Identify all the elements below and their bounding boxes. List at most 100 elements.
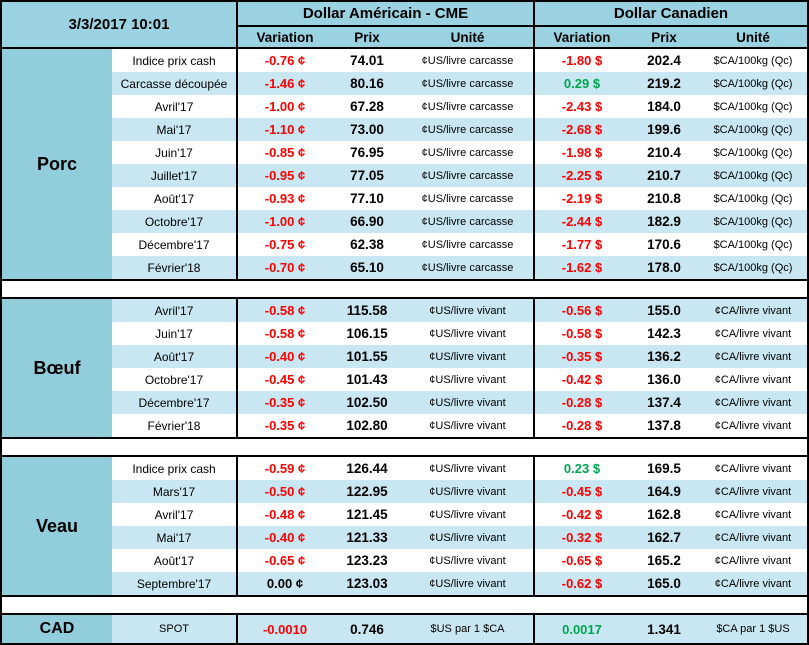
table-row: Décembre'17 -0.35 ¢ 102.50 ¢US/livre vivant… bbox=[112, 391, 807, 414]
divider bbox=[533, 457, 535, 480]
cad-price-cell: 142.3 bbox=[647, 326, 681, 341]
divider bbox=[236, 615, 238, 643]
divider bbox=[533, 233, 535, 256]
cad-unit-cell: ¢CA/livre vivant bbox=[714, 485, 792, 498]
usd-unit-cell: ¢US/livre vivant bbox=[429, 419, 506, 432]
usd-price-cell: 121.45 bbox=[346, 507, 388, 522]
usd-unit-cell: ¢US/livre carcasse bbox=[421, 261, 514, 274]
cad-header-group: Dollar Canadien Variation Prix Unité bbox=[535, 2, 807, 47]
cad-price-cell: 184.0 bbox=[647, 99, 681, 114]
divider bbox=[236, 480, 238, 503]
cad-price-cell: 169.5 bbox=[647, 461, 681, 476]
row-label: Septembre'17 bbox=[136, 576, 212, 591]
usd-price-cell: 80.16 bbox=[350, 76, 384, 91]
row-label: Juillet'17 bbox=[150, 168, 198, 183]
usd-unit-cell: ¢US/livre vivant bbox=[429, 396, 506, 409]
usd-price-cell: 67.28 bbox=[350, 99, 384, 114]
cad-usd-variation-cell: -0.0010 bbox=[262, 621, 308, 637]
cad-variation-cell: -0.28 $ bbox=[561, 418, 603, 433]
usd-unit-cell: ¢US/livre vivant bbox=[429, 531, 506, 544]
row-label: Avril'17 bbox=[154, 303, 194, 318]
usd-price-cell: 77.10 bbox=[350, 191, 384, 206]
table-row: Mai'17 -0.40 ¢ 121.33 ¢US/livre vivant -0.32… bbox=[112, 526, 807, 549]
section-label-porc: Porc bbox=[2, 49, 112, 279]
usd-price-cell: 123.03 bbox=[346, 576, 388, 591]
cad-spot-row: CAD SPOT -0.0010 0.746 $US par 1 $CA 0.0… bbox=[2, 615, 807, 643]
cad-unit-cell: ¢CA/livre vivant bbox=[714, 577, 792, 590]
usd-price-cell: 101.55 bbox=[346, 349, 388, 364]
cad-variation-cell: -0.45 $ bbox=[561, 484, 603, 499]
usd-price-cell: 106.15 bbox=[346, 326, 388, 341]
cad-unit-cell: $CA/100kg (Qc) bbox=[713, 169, 793, 182]
cad-unit-cell: $CA/100kg (Qc) bbox=[713, 77, 793, 90]
cad-variation-cell: -1.62 $ bbox=[561, 260, 603, 275]
usd-price-cell: 102.80 bbox=[346, 418, 388, 433]
usd-variation-cell: 0.00 ¢ bbox=[266, 576, 304, 591]
table-row: Mars'17 -0.50 ¢ 122.95 ¢US/livre vivant -0.4… bbox=[112, 480, 807, 503]
divider bbox=[533, 2, 535, 47]
usd-variation-cell: -0.93 ¢ bbox=[264, 191, 306, 206]
usd-unit-cell: ¢US/livre vivant bbox=[429, 485, 506, 498]
cad-price-cell: 182.9 bbox=[647, 214, 681, 229]
divider bbox=[236, 549, 238, 572]
usd-variation-cell: -1.10 ¢ bbox=[264, 122, 306, 137]
column-header-prix-cad: Prix bbox=[651, 29, 677, 45]
table-row: Octobre'17 -0.45 ¢ 101.43 ¢US/livre vivant -… bbox=[112, 368, 807, 391]
usd-unit-cell: ¢US/livre vivant bbox=[429, 577, 506, 590]
cad-unit-cell: $CA/100kg (Qc) bbox=[713, 100, 793, 113]
divider bbox=[236, 2, 238, 47]
section-porc: Porc Indice prix cash -0.76 ¢ 74.01 ¢US/livr… bbox=[2, 49, 807, 279]
usd-unit-cell: ¢US/livre carcasse bbox=[421, 146, 514, 159]
usd-unit-cell: ¢US/livre carcasse bbox=[421, 77, 514, 90]
usd-unit-cell: ¢US/livre carcasse bbox=[421, 123, 514, 136]
cad-unit-cell: ¢CA/livre vivant bbox=[714, 508, 792, 521]
usd-variation-cell: -1.00 ¢ bbox=[264, 99, 306, 114]
cad-price-cell: 165.2 bbox=[647, 553, 681, 568]
table-row: Juin'17 -0.85 ¢ 76.95 ¢US/livre carcasse -1.… bbox=[112, 141, 807, 164]
usd-variation-cell: -0.85 ¢ bbox=[264, 145, 306, 160]
cad-unit-cell: $CA/100kg (Qc) bbox=[713, 238, 793, 251]
divider bbox=[236, 256, 238, 279]
cad-unit-cell: $CA/100kg (Qc) bbox=[713, 123, 793, 136]
usd-unit-cell: ¢US/livre carcasse bbox=[421, 238, 514, 251]
divider bbox=[236, 368, 238, 391]
usd-variation-cell: -0.65 ¢ bbox=[264, 553, 306, 568]
section-divider bbox=[2, 595, 807, 615]
usd-price-cell: 77.05 bbox=[350, 168, 384, 183]
divider bbox=[533, 345, 535, 368]
cad-price-cell: 137.8 bbox=[647, 418, 681, 433]
divider bbox=[533, 480, 535, 503]
row-label: Avril'17 bbox=[154, 99, 194, 114]
row-label: Août'17 bbox=[153, 553, 195, 568]
cad-unit-cell: $CA/100kg (Qc) bbox=[713, 54, 793, 67]
section-label-boeuf: Bœuf bbox=[2, 299, 112, 437]
cad-price-cell: 210.8 bbox=[647, 191, 681, 206]
divider bbox=[236, 95, 238, 118]
divider bbox=[236, 233, 238, 256]
divider bbox=[236, 49, 238, 72]
usd-variation-cell: -0.48 ¢ bbox=[264, 507, 306, 522]
cad-unit-cell: $CA/100kg (Qc) bbox=[713, 192, 793, 205]
row-label: Octobre'17 bbox=[144, 372, 204, 387]
cad-variation-cell: -2.43 $ bbox=[561, 99, 603, 114]
row-label: Octobre'17 bbox=[144, 214, 204, 229]
usd-price-cell: 121.33 bbox=[346, 530, 388, 545]
usd-header-group: Dollar Américain - CME Variation Prix Un… bbox=[238, 2, 533, 47]
section-boeuf: Bœuf Avril'17 -0.58 ¢ 115.58 ¢US/livre vivan… bbox=[2, 299, 807, 437]
cad-price-cell: 137.4 bbox=[647, 395, 681, 410]
section-label-veau: Veau bbox=[2, 457, 112, 595]
column-header-unite-cad: Unité bbox=[736, 29, 770, 45]
usd-unit-cell: ¢US/livre carcasse bbox=[421, 169, 514, 182]
cad-price-cell: 164.9 bbox=[647, 484, 681, 499]
cad-unit-cell: ¢CA/livre vivant bbox=[714, 531, 792, 544]
column-header-unite-usd: Unité bbox=[450, 29, 485, 45]
section-divider bbox=[2, 279, 807, 299]
usd-variation-cell: -0.40 ¢ bbox=[264, 349, 306, 364]
table-row: Octobre'17 -1.00 ¢ 66.90 ¢US/livre carcasse… bbox=[112, 210, 807, 233]
cad-price-cell: 136.2 bbox=[647, 349, 681, 364]
divider bbox=[533, 49, 535, 72]
usd-variation-cell: -1.46 ¢ bbox=[264, 76, 306, 91]
row-label: Indice prix cash bbox=[132, 53, 216, 68]
divider bbox=[236, 526, 238, 549]
usd-unit-cell: ¢US/livre vivant bbox=[429, 508, 506, 521]
